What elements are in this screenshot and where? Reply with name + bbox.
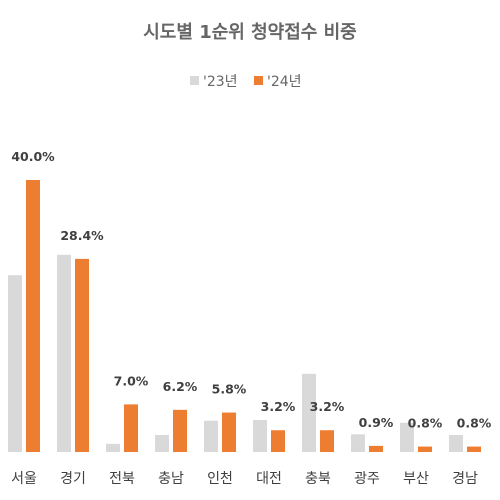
bar-2023-경남 (449, 435, 463, 452)
data-label-경기: 28.4% (60, 228, 104, 243)
data-label-광주: 0.9% (359, 415, 394, 430)
data-label-충북: 3.2% (310, 399, 345, 414)
x-tick-대전: 대전 (256, 471, 282, 487)
legend-swatch-2023 (190, 76, 199, 85)
bar-2024-충남 (173, 409, 187, 452)
x-tick-전북: 전북 (109, 471, 135, 487)
bar-2023-대전 (253, 420, 267, 452)
bar-2024-충북 (320, 430, 334, 452)
bar-2023-전북 (106, 443, 120, 452)
data-labels-group: 40.0% 28.4% 7.0% 6.2% 5.8% 3.2% 3.2% 0.9% 0.8% 0.… (11, 149, 491, 431)
bar-2023-광주 (351, 434, 365, 452)
x-axis-ticks: 서울 경기 전북 충남 인천 대전 충북 광주 부산 경남 (11, 471, 478, 487)
legend-label-2023: '23년 (203, 74, 238, 90)
bar-2024-서울 (26, 180, 40, 452)
data-label-서울: 40.0% (11, 149, 55, 164)
legend: '23년 '24년 (190, 74, 302, 90)
bar-2023-경기 (57, 254, 71, 452)
bar-2024-광주 (369, 445, 383, 452)
data-label-전북: 7.0% (114, 373, 149, 388)
legend-label-2024: '24년 (267, 74, 302, 90)
legend-swatch-2024 (254, 76, 263, 85)
data-label-충남: 6.2% (163, 379, 198, 394)
bar-2023-충남 (155, 435, 169, 452)
bar-2023-부산 (400, 422, 414, 452)
x-tick-부산: 부산 (403, 471, 429, 487)
x-tick-경기: 경기 (60, 471, 86, 487)
x-tick-광주: 광주 (354, 471, 380, 487)
data-label-대전: 3.2% (261, 399, 296, 414)
data-label-인천: 5.8% (212, 382, 247, 397)
bar-2024-경기 (75, 258, 89, 452)
bar-2023-서울 (8, 275, 22, 452)
bars-group (8, 180, 481, 452)
x-tick-충남: 충남 (158, 471, 184, 487)
bar-2023-충북 (302, 373, 316, 452)
bar-2024-인천 (222, 412, 236, 452)
x-tick-서울: 서울 (11, 471, 37, 487)
data-label-부산: 0.8% (408, 416, 443, 431)
bar-2024-부산 (418, 446, 432, 452)
x-tick-충북: 충북 (305, 471, 331, 487)
data-label-경남: 0.8% (457, 416, 492, 431)
chart-title: 시도별 1순위 청약접수 비중 (143, 21, 356, 43)
bar-2024-전북 (124, 404, 138, 452)
bar-2023-인천 (204, 420, 218, 452)
x-tick-인천: 인천 (207, 471, 233, 487)
x-tick-경남: 경남 (452, 471, 478, 487)
bar-2024-경남 (467, 446, 481, 452)
bar-2024-대전 (271, 430, 285, 452)
